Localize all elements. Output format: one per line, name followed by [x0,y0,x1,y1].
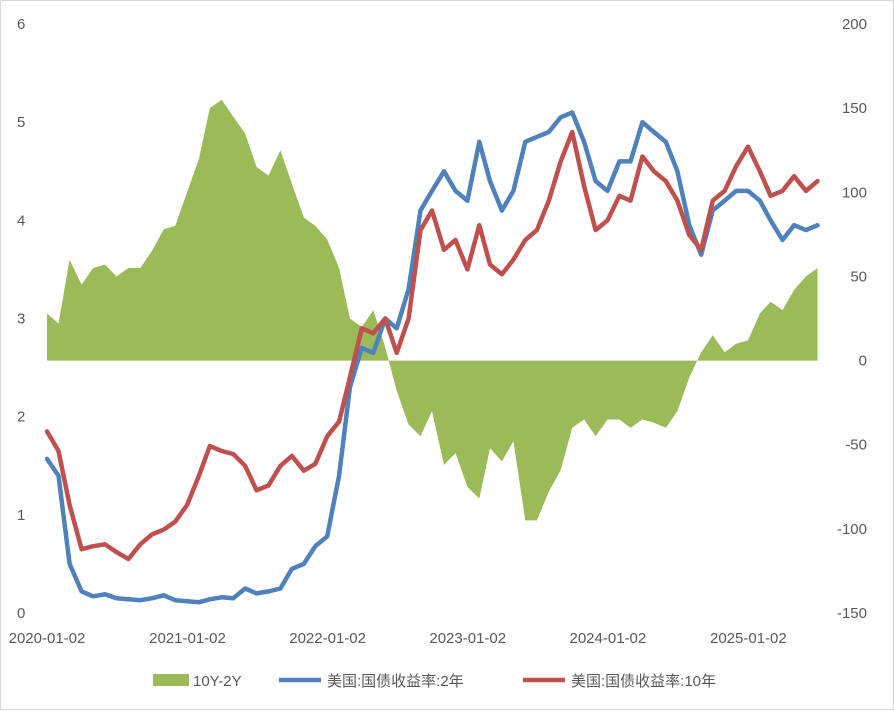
x-tick-label: 2024-01-02 [570,630,647,647]
left-tick-label: 2 [17,409,25,426]
series-area-spread [47,100,818,521]
right-tick-label: 50 [850,268,867,285]
x-tick-label: 2025-01-02 [710,630,787,647]
legend-label: 美国:国债收益率:10年 [571,673,716,690]
right-tick-label: -150 [837,605,867,622]
area-layer [47,100,818,521]
left-tick-label: 5 [17,114,25,131]
left-tick-label: 0 [17,605,25,622]
right-tick-label: -100 [837,521,867,538]
legend-label: 美国:国债收益率:2年 [327,673,464,690]
legend-label: 10Y-2Y [193,673,242,690]
right-tick-label: 100 [842,184,867,201]
left-tick-label: 1 [17,507,25,524]
right-tick-label: 0 [859,353,867,370]
x-tick-label: 2020-01-02 [9,630,86,647]
left-tick-label: 4 [17,212,25,229]
x-tick-label: 2023-01-02 [429,630,506,647]
left-tick-label: 6 [17,16,25,33]
left-tick-label: 3 [17,311,25,328]
x-tick-label: 2022-01-02 [289,630,366,647]
x-tick-label: 2021-01-02 [149,630,226,647]
x-axis-ticks: 2020-01-02 2021-01-02 2022-01-02 2023-01-02… [9,630,787,647]
right-axis-ticks: -150 -100 -50 0 50 100 150 200 [837,16,867,622]
right-tick-label: 150 [842,100,867,117]
legend: 10Y-2Y 美国:国债收益率:2年 美国:国债收益率:10年 [153,673,716,690]
right-tick-label: -50 [845,437,867,454]
left-axis-ticks: 0 1 2 3 4 5 6 [17,16,25,622]
legend-swatch-spread [153,674,189,686]
right-tick-label: 200 [842,16,867,33]
